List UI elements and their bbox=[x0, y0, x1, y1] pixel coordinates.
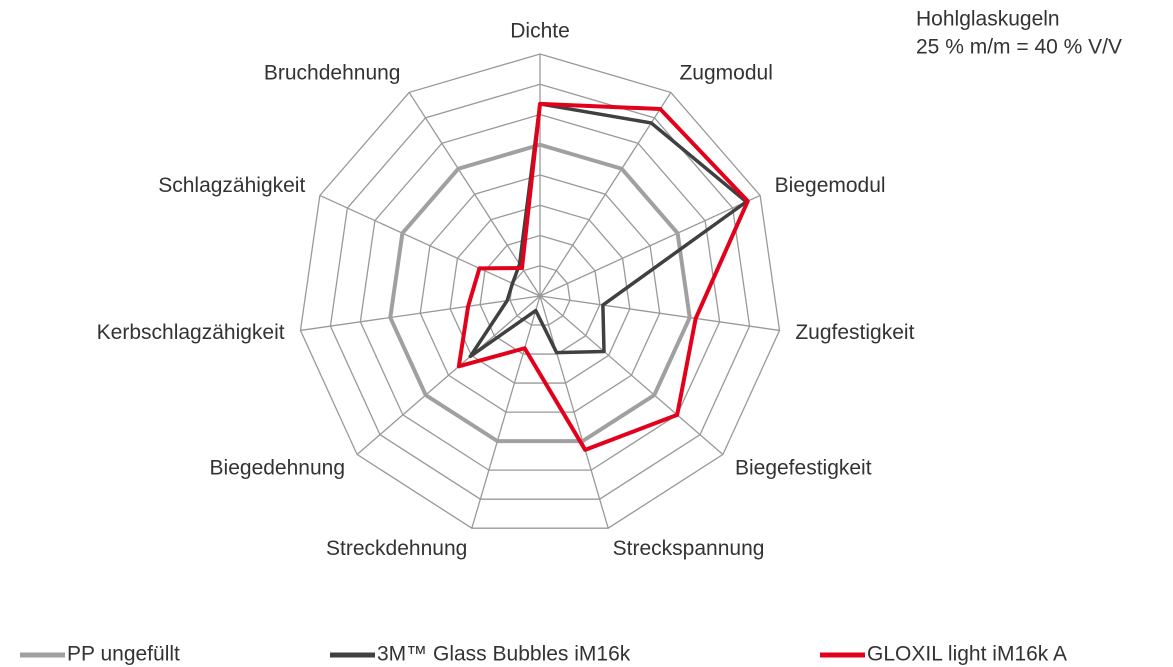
axis-label: Streckdehnung bbox=[326, 537, 467, 560]
axis-spoke bbox=[539, 194, 761, 297]
axis-label: Zugfestigkeit bbox=[795, 321, 914, 344]
axis-spoke bbox=[539, 92, 672, 297]
axis-label: Schlagzähigkeit bbox=[158, 174, 305, 197]
legend-label: GLOXIL light iM16k A bbox=[867, 643, 1067, 666]
axis-spoke bbox=[300, 295, 541, 332]
axis-label: Streckspannung bbox=[613, 537, 765, 560]
axis-label: Dichte bbox=[510, 20, 570, 43]
series-line bbox=[456, 101, 750, 452]
series-line bbox=[468, 102, 749, 359]
annotation: Hohlglaskugeln bbox=[916, 8, 1060, 31]
axis-label: Biegemodul bbox=[775, 174, 886, 197]
series-line bbox=[388, 142, 692, 444]
axis-label: Zugmodul bbox=[679, 61, 772, 84]
grid-ring bbox=[449, 204, 631, 384]
grid-ring bbox=[299, 53, 781, 529]
axis-spoke bbox=[471, 295, 541, 529]
axis-spoke bbox=[539, 295, 609, 529]
annotation: 25 % m/m = 40 % V/V bbox=[916, 36, 1122, 59]
grid-ring bbox=[359, 113, 721, 471]
axis-label: Kerbschlagzähigkeit bbox=[97, 321, 285, 344]
grid-ring bbox=[419, 174, 661, 413]
axis-spoke bbox=[539, 295, 780, 332]
axis-label: Biegefestigkeit bbox=[735, 456, 872, 479]
legend-label: 3M™ Glass Bubbles iM16k bbox=[377, 643, 631, 666]
axis-spoke bbox=[356, 295, 541, 455]
axis-label: Biegedehnung bbox=[210, 456, 345, 479]
grid-ring bbox=[329, 83, 751, 500]
legend-label: PP ungefüllt bbox=[67, 643, 180, 666]
axis-label: Bruchdehnung bbox=[264, 61, 401, 84]
axis-spoke bbox=[319, 194, 541, 297]
axis-spoke bbox=[539, 295, 724, 455]
